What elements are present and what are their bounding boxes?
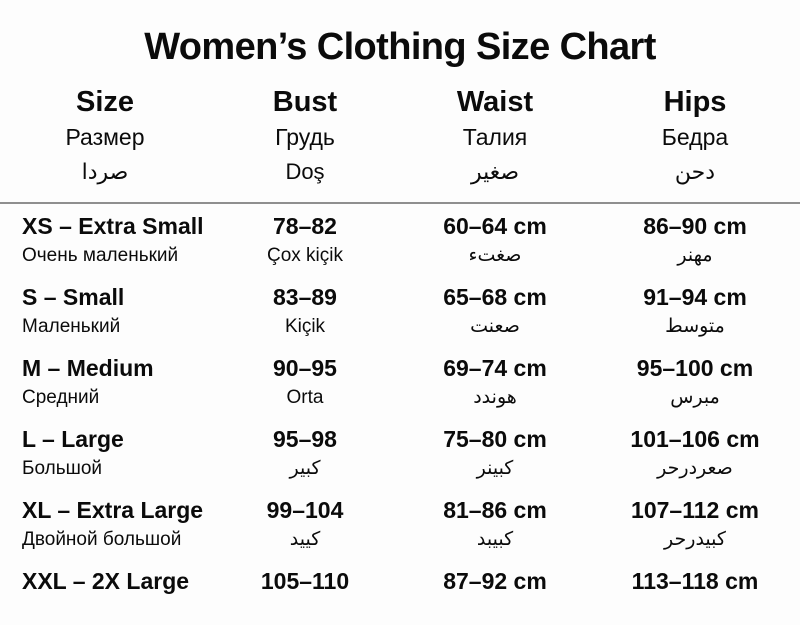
- hips-sublabel: مبرس: [670, 387, 720, 408]
- bust-cell: 95–98 كبير: [210, 424, 400, 482]
- hips-cell: 95–100 cm مبرس: [590, 353, 800, 411]
- size-sublabel: Большой: [22, 458, 103, 479]
- header-waist-en: Waist: [456, 86, 534, 118]
- waist-sublabel: هوندد: [473, 387, 517, 408]
- size-cell: XL – Extra Large Двойной большой: [0, 495, 210, 553]
- size-cell: XS – Extra Small Очень маленький: [0, 211, 210, 269]
- header-divider-line: [0, 202, 800, 204]
- hips-sublabel: كبيدرحر: [664, 529, 726, 550]
- size-cell: S – Small Маленький: [0, 282, 210, 340]
- waist-cell: 87–92 cm: [400, 566, 590, 597]
- header-size-alt: صردا: [81, 159, 129, 184]
- waist-sublabel: صعنت: [470, 316, 520, 337]
- bust-sublabel: Orta: [286, 387, 324, 408]
- header-bust-alt: Doş: [285, 159, 325, 184]
- bust-value: 78–82: [273, 213, 337, 239]
- size-chart-table: Size Размер صردا Bust Грудь Doş Waist Та…: [0, 83, 800, 603]
- header-bust-ru: Грудь: [275, 124, 335, 150]
- size-sublabel: Очень маленький: [22, 245, 179, 266]
- hips-cell: 86–90 cm مهنر: [590, 211, 800, 269]
- header-size-en: Size: [75, 86, 135, 118]
- bust-cell: 99–104 كييد: [210, 495, 400, 553]
- bust-cell: 83–89 Kiçik: [210, 282, 400, 340]
- bust-cell: 78–82 Çox kiçik: [210, 211, 400, 269]
- waist-cell: 69–74 cm هوندد: [400, 353, 590, 411]
- bust-value: 90–95: [273, 355, 337, 381]
- waist-cell: 75–80 cm كبينر: [400, 424, 590, 482]
- hips-sublabel: صعردرحر: [657, 458, 733, 479]
- size-sublabel: Двойной большой: [22, 529, 182, 550]
- waist-sublabel: كبينر: [476, 458, 514, 479]
- waist-value: 60–64 cm: [443, 213, 547, 239]
- table-row: XXL – 2X Large 105–110 87–92 cm 113–118 …: [0, 559, 800, 603]
- header-waist: Waist Талия صغير: [400, 83, 590, 190]
- table-row: XS – Extra Small Очень маленький 78–82 Ç…: [0, 204, 800, 275]
- size-label: S – Small: [22, 284, 125, 310]
- header-hips: Hips Бедра دحن: [590, 83, 800, 190]
- hips-value: 91–94 cm: [643, 284, 747, 310]
- header-waist-alt: صغير: [470, 159, 520, 184]
- hips-value: 95–100 cm: [636, 355, 754, 381]
- waist-cell: 81–86 cm كبيبد: [400, 495, 590, 553]
- bust-sublabel: كييد: [289, 529, 321, 550]
- size-cell: M – Medium Средний: [0, 353, 210, 411]
- size-sublabel: Маленький: [22, 316, 121, 337]
- header-hips-alt: دحن: [674, 159, 716, 184]
- bust-sublabel: Çox kiçik: [266, 245, 343, 266]
- hips-cell: 91–94 cm متوسط: [590, 282, 800, 340]
- page-title: Women’s Clothing Size Chart: [144, 26, 656, 68]
- waist-value: 81–86 cm: [443, 497, 547, 523]
- size-label: L – Large: [22, 426, 124, 452]
- hips-cell: 107–112 cm كبيدرحر: [590, 495, 800, 553]
- table-row: S – Small Маленький 83–89 Kiçik 65–68 cm…: [0, 275, 800, 346]
- size-label: M – Medium: [22, 355, 154, 381]
- table-row: M – Medium Средний 90–95 Orta 69–74 cm ه…: [0, 346, 800, 417]
- waist-cell: 60–64 cm صغتء: [400, 211, 590, 269]
- size-label: XL – Extra Large: [22, 497, 204, 523]
- hips-value: 86–90 cm: [643, 213, 747, 239]
- bust-value: 95–98: [273, 426, 337, 452]
- bust-value: 83–89: [273, 284, 337, 310]
- hips-value: 107–112 cm: [631, 497, 759, 523]
- hips-sublabel: متوسط: [665, 316, 725, 337]
- header-bust-en: Bust: [272, 86, 338, 118]
- waist-value: 75–80 cm: [443, 426, 547, 452]
- bust-value: 105–110: [260, 568, 350, 594]
- waist-sublabel: كبيبد: [476, 529, 514, 550]
- header-hips-ru: Бедра: [661, 124, 729, 150]
- bust-cell: 105–110: [210, 566, 400, 597]
- size-cell: L – Large Большой: [0, 424, 210, 482]
- header-waist-ru: Талия: [462, 124, 528, 150]
- bust-value: 99–104: [266, 497, 344, 523]
- hips-value: 113–118 cm: [631, 568, 759, 594]
- size-cell: XXL – 2X Large: [0, 566, 210, 597]
- waist-cell: 65–68 cm صعنت: [400, 282, 590, 340]
- waist-sublabel: صغتء: [468, 245, 522, 266]
- size-sublabel: Средний: [22, 387, 100, 408]
- waist-value: 65–68 cm: [443, 284, 547, 310]
- hips-value: 101–106 cm: [630, 426, 760, 452]
- header-size: Size Размер صردا: [0, 83, 210, 190]
- table-row: XL – Extra Large Двойной большой 99–104 …: [0, 488, 800, 559]
- size-label: XXL – 2X Large: [22, 568, 190, 594]
- size-label: XS – Extra Small: [22, 213, 204, 239]
- table-row: L – Large Большой 95–98 كبير 75–80 cm كب…: [0, 417, 800, 488]
- header-bust: Bust Грудь Doş: [210, 83, 400, 190]
- bust-sublabel: كبير: [289, 458, 321, 479]
- header-size-ru: Размер: [65, 124, 145, 150]
- hips-cell: 113–118 cm: [590, 566, 800, 597]
- waist-value: 69–74 cm: [443, 355, 547, 381]
- bust-cell: 90–95 Orta: [210, 353, 400, 411]
- table-header: Size Размер صردا Bust Грудь Doş Waist Та…: [0, 83, 800, 190]
- bust-sublabel: Kiçik: [284, 316, 326, 337]
- hips-cell: 101–106 cm صعردرحر: [590, 424, 800, 482]
- hips-sublabel: مهنر: [677, 245, 713, 266]
- header-hips-en: Hips: [663, 86, 727, 118]
- waist-value: 87–92 cm: [443, 568, 547, 594]
